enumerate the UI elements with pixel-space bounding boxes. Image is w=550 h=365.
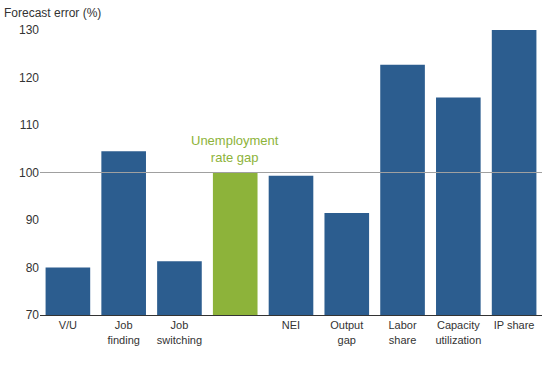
svg-text:Jobswitching: Jobswitching — [157, 319, 202, 345]
svg-text:90: 90 — [26, 213, 40, 227]
svg-text:Outputgap: Outputgap — [330, 319, 363, 345]
svg-text:Jobfinding: Jobfinding — [107, 319, 139, 345]
svg-text:70: 70 — [26, 308, 40, 322]
svg-text:Forecast error (%): Forecast error (%) — [4, 6, 101, 20]
svg-text:Capacityutilization: Capacityutilization — [435, 319, 481, 345]
svg-text:Laborshare: Laborshare — [388, 319, 416, 345]
svg-text:NEI: NEI — [282, 319, 300, 331]
svg-text:130: 130 — [19, 23, 39, 37]
svg-text:120: 120 — [19, 71, 39, 85]
svg-text:80: 80 — [26, 261, 40, 275]
svg-text:110: 110 — [20, 118, 39, 132]
svg-text:Unemploymentrate gap: Unemploymentrate gap — [191, 133, 279, 165]
svg-text:100: 100 — [19, 166, 39, 180]
svg-text:V/U: V/U — [59, 319, 77, 331]
svg-text:IP share: IP share — [494, 319, 535, 331]
